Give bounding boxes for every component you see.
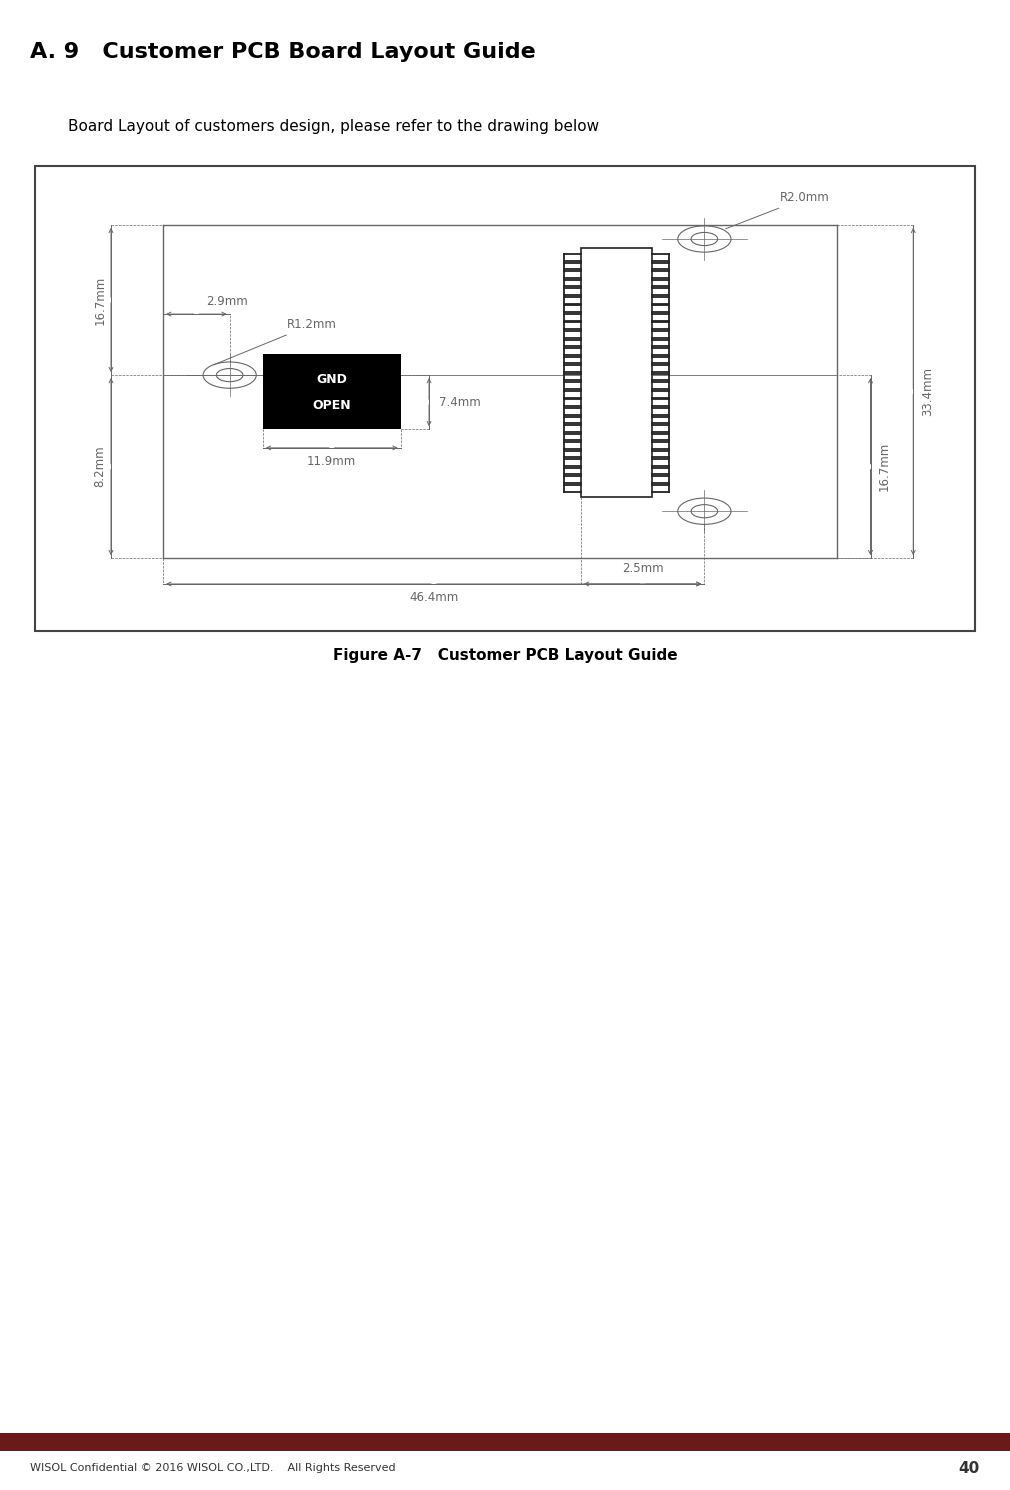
- Text: 40: 40: [958, 1460, 980, 1477]
- Text: 8.2mm: 8.2mm: [93, 446, 106, 487]
- Text: 16.7mm: 16.7mm: [878, 443, 891, 492]
- Bar: [263, 355, 401, 429]
- Text: Figure A-7   Customer PCB Layout Guide: Figure A-7 Customer PCB Layout Guide: [332, 648, 678, 663]
- Text: 2.5mm: 2.5mm: [622, 562, 664, 575]
- Text: 46.4mm: 46.4mm: [409, 592, 459, 603]
- Text: Board Layout of customers design, please refer to the drawing below: Board Layout of customers design, please…: [69, 119, 599, 134]
- Text: 7.4mm: 7.4mm: [438, 396, 481, 408]
- Text: GND: GND: [316, 372, 347, 386]
- Text: 2.9mm: 2.9mm: [206, 295, 247, 308]
- Text: 16.7mm: 16.7mm: [93, 276, 106, 325]
- Text: WISOL Confidential © 2016 WISOL CO.,LTD.    All Rights Reserved: WISOL Confidential © 2016 WISOL CO.,LTD.…: [30, 1463, 396, 1474]
- Text: OPEN: OPEN: [312, 398, 351, 411]
- Text: A. 9   Customer PCB Board Layout Guide: A. 9 Customer PCB Board Layout Guide: [30, 42, 536, 61]
- Text: 33.4mm: 33.4mm: [921, 367, 934, 416]
- Bar: [581, 249, 652, 498]
- Text: R2.0mm: R2.0mm: [725, 191, 830, 229]
- Text: R1.2mm: R1.2mm: [214, 319, 336, 365]
- Text: 11.9mm: 11.9mm: [307, 454, 357, 468]
